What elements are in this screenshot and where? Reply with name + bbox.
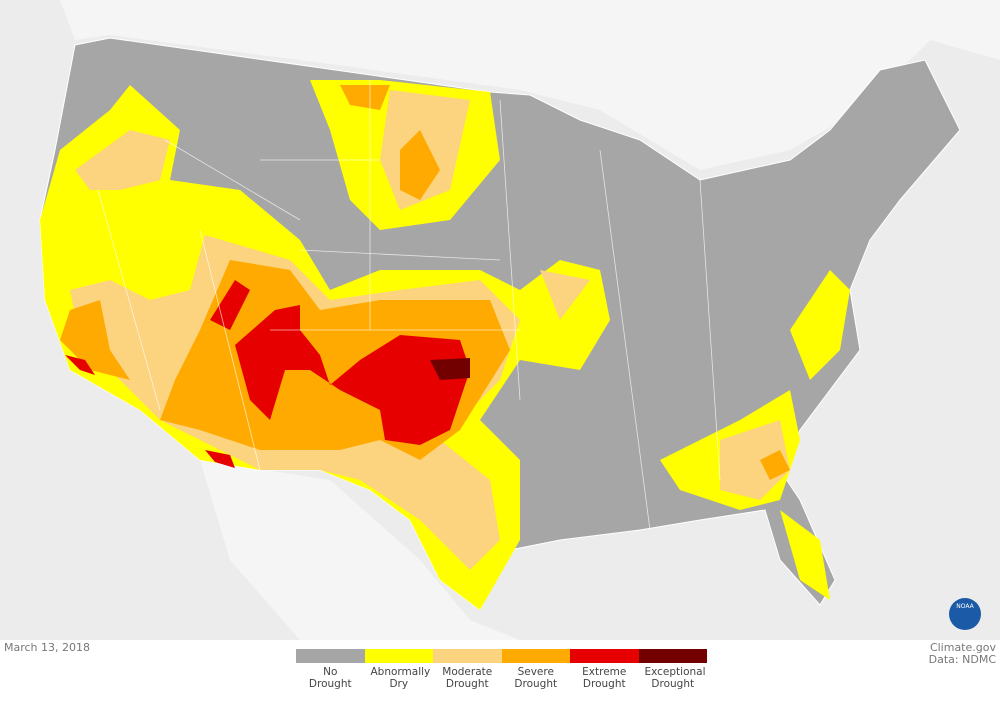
legend-label: Moderate Drought <box>442 666 493 690</box>
legend-item: Abnormally Dry <box>364 649 433 690</box>
legend-label: Extreme Drought <box>582 666 627 690</box>
legend-swatch <box>638 649 707 663</box>
legend-item: Moderate Drought <box>433 649 502 690</box>
legend-swatch <box>433 649 502 663</box>
legend-swatch <box>501 649 570 663</box>
legend-label: Severe Drought <box>514 666 558 690</box>
legend-item: No Drought <box>296 649 365 690</box>
date: March 13, 2018 <box>4 641 91 654</box>
legend-label: No Drought <box>308 666 352 690</box>
legend-item: Severe Drought <box>501 649 570 690</box>
noaa-logo <box>949 598 981 630</box>
drought-area <box>430 358 470 380</box>
canada <box>60 0 1000 170</box>
logo-text: NOAA <box>956 603 974 610</box>
credit: Climate.gov <box>929 641 996 654</box>
drought-area <box>60 85 790 480</box>
legend-swatch <box>296 649 365 663</box>
legend-label: Exceptional Drought <box>644 666 706 690</box>
legend-label: Abnormally Dry <box>370 666 431 690</box>
legend-item: Exceptional Drought <box>638 649 707 690</box>
legend-swatch <box>570 649 639 663</box>
state-borders <box>97 80 721 531</box>
legend: No Drought Abnormally Dry Moderate Drought… <box>296 649 707 690</box>
mexico <box>200 460 520 640</box>
drought-area <box>65 280 470 468</box>
legend-item: Extreme Drought <box>570 649 639 690</box>
legend-swatch <box>364 649 433 663</box>
source: Data: NDMC <box>928 653 996 666</box>
drought-map: NOAA <box>0 0 1000 640</box>
